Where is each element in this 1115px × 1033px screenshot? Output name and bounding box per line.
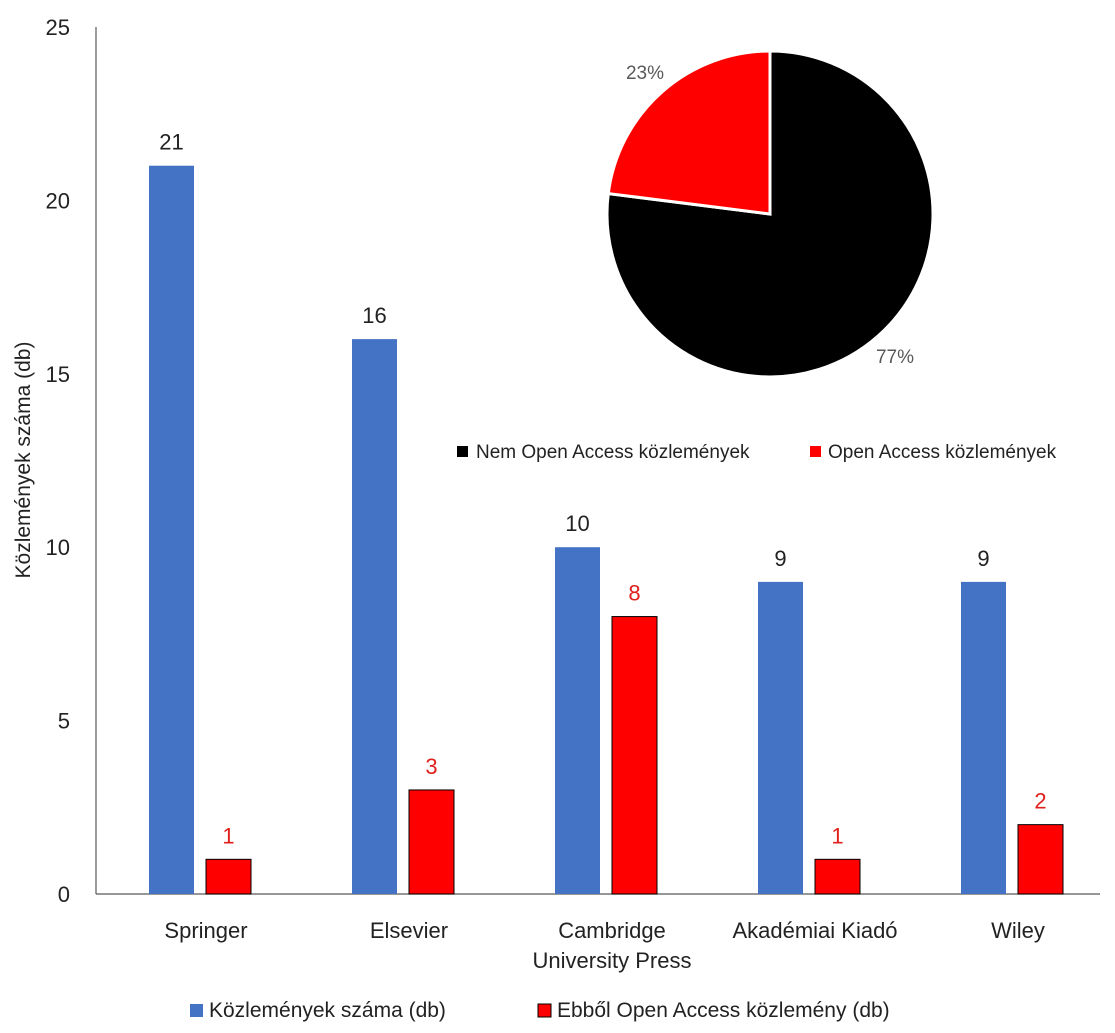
data-label: 10 (565, 511, 589, 536)
x-tick-label: Cambridge (558, 918, 666, 943)
x-tick-label: Springer (164, 918, 247, 943)
bar-open-access (1017, 824, 1064, 895)
legend-swatch-open-access-pie (810, 446, 821, 457)
legend-label-open-access: Ebből Open Access közlemény (db) (557, 999, 890, 1022)
data-label: 9 (977, 546, 989, 571)
bar-open-access (611, 616, 658, 895)
legend-label-nem-open-access: Nem Open Access közlemények (476, 442, 750, 463)
bar-open-access (205, 858, 252, 895)
data-label: 16 (362, 303, 386, 328)
data-label: 3 (425, 754, 437, 779)
x-tick-label: University Press (533, 948, 692, 973)
pie-slice-open-access (606, 49, 772, 216)
data-label: 2 (1034, 789, 1046, 814)
data-label: 9 (774, 546, 786, 571)
bar-kozlemenyek (352, 339, 397, 894)
y-axis-label: Közlemények száma (db) (12, 342, 35, 579)
x-tick-label: Elsevier (370, 918, 448, 943)
y-tick-label: 10 (46, 535, 70, 560)
bar-kozlemenyek (758, 581, 803, 894)
bar-kozlemenyek (555, 547, 600, 894)
legend-label-open-access-pie: Open Access közlemények (828, 442, 1057, 463)
y-tick-label: 0 (58, 882, 70, 907)
y-tick-label: 15 (46, 362, 70, 387)
pie-percentage-label: 77% (876, 347, 914, 368)
y-tick-label: 25 (46, 15, 70, 40)
bar-open-access (814, 858, 861, 895)
legend-swatch-nem-open-access (457, 446, 468, 457)
legend-swatch-open-access (537, 1003, 552, 1018)
pie-slice-nem-open-access (605, 49, 935, 379)
data-label: 8 (628, 581, 640, 606)
legend-swatch-kozlemenyek (190, 1004, 203, 1017)
data-label: 1 (831, 823, 843, 848)
data-label: 21 (159, 130, 183, 155)
data-label: 1 (222, 823, 234, 848)
x-tick-label: Wiley (991, 918, 1045, 943)
bar-kozlemenyek (149, 165, 194, 895)
pie-percentage-label: 23% (626, 63, 664, 84)
bar-kozlemenyek (961, 581, 1006, 894)
x-tick-label: Akadémiai Kiadó (732, 918, 897, 943)
y-tick-label: 20 (46, 188, 70, 213)
legend-label-kozlemenyek: Közlemények száma (db) (209, 999, 446, 1022)
y-tick-label: 5 (58, 709, 70, 734)
bar-open-access (408, 789, 455, 895)
